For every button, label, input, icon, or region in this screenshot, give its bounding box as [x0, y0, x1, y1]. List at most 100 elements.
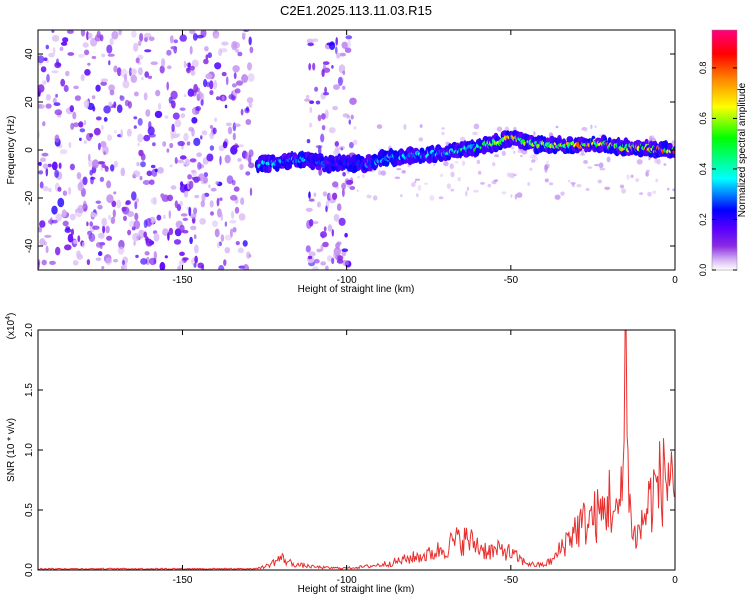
figure-title: C2E1.2025.113.11.03.R15 — [280, 3, 432, 18]
noise-blob — [148, 133, 156, 138]
noise-blob — [174, 157, 178, 164]
noise-blob — [57, 197, 65, 208]
noise-blob — [86, 259, 91, 266]
noise-blob — [245, 119, 252, 125]
noise-blob — [241, 32, 246, 37]
noise-blob — [160, 193, 165, 199]
noise-blob — [148, 121, 152, 130]
noise-blob — [83, 200, 87, 209]
noise-blob — [103, 151, 106, 156]
noise-blob — [45, 44, 49, 50]
noise-blob — [306, 219, 312, 229]
noise-blob — [109, 37, 114, 46]
noise-blob — [135, 254, 139, 258]
halo-blob — [450, 171, 455, 178]
noise-blob — [201, 193, 206, 202]
noise-blob — [174, 200, 179, 209]
noise-blob — [337, 255, 344, 261]
noise-blob — [189, 45, 193, 55]
halo-blob — [362, 174, 365, 179]
colorbar-ticks: 0.0 0.2 0.4 0.6 0.8 — [698, 62, 737, 276]
noise-blob — [104, 165, 109, 172]
noise-blob — [204, 46, 209, 52]
halo-blob — [440, 173, 444, 178]
noise-blob — [169, 142, 174, 149]
ridge-halo — [621, 150, 628, 157]
noise-blob — [110, 164, 115, 172]
noise-blob — [179, 251, 185, 256]
noise-blob — [136, 162, 140, 167]
noise-blob — [321, 125, 326, 131]
halo-blob — [472, 131, 478, 136]
noise-blob — [171, 100, 176, 109]
noise-blob — [67, 52, 75, 56]
noise-blob — [215, 181, 219, 185]
noise-blob — [190, 169, 197, 174]
noise-blob — [64, 228, 72, 233]
noise-blob — [137, 40, 142, 47]
noise-blob — [92, 225, 100, 230]
noise-blob — [350, 114, 354, 120]
halo-blob — [419, 124, 423, 128]
noise-blob — [336, 52, 341, 59]
ridge-halo — [648, 151, 654, 158]
noise-blob — [87, 32, 93, 39]
noise-blob — [308, 198, 315, 202]
noise-blob — [108, 214, 111, 220]
noise-blob — [191, 59, 199, 68]
x-tick-label: -150 — [172, 275, 192, 286]
noise-blob — [341, 41, 348, 49]
halo-blob — [403, 124, 407, 130]
halo-blob — [520, 154, 523, 158]
noise-blob — [132, 232, 140, 242]
noise-blob — [321, 113, 326, 120]
noise-blob — [72, 260, 79, 266]
halo-blob — [352, 139, 358, 145]
noise-blob — [166, 148, 170, 153]
noise-blob — [45, 167, 49, 177]
noise-blob — [194, 255, 198, 264]
noise-blob — [309, 100, 315, 104]
halo-blob — [533, 131, 536, 136]
noise-blob — [333, 213, 340, 222]
noise-blob — [334, 146, 339, 155]
halo-blob — [476, 159, 481, 165]
halo-blob — [396, 168, 402, 171]
noise-blob — [150, 164, 156, 169]
halo-blob — [555, 125, 559, 129]
halo-blob — [459, 136, 466, 142]
noise-blob — [41, 152, 49, 157]
noise-blob — [247, 73, 255, 82]
noise-blob — [224, 234, 232, 241]
noise-blob — [317, 114, 322, 122]
noise-blob — [227, 126, 233, 135]
noise-blob — [193, 207, 198, 215]
noise-blob — [170, 90, 178, 100]
noise-blob — [103, 105, 111, 114]
noise-blob — [51, 205, 58, 215]
noise-blob — [320, 231, 327, 238]
snr-y-scale-label: (x10 — [6, 319, 17, 339]
noise-blob — [333, 84, 340, 90]
noise-blob — [200, 99, 204, 106]
noise-blob — [338, 217, 346, 226]
noise-blob — [100, 167, 103, 171]
halo-blob — [401, 170, 406, 174]
noise-blob — [188, 206, 192, 217]
noise-blob — [347, 39, 351, 49]
noise-blob — [147, 75, 153, 80]
noise-blob — [172, 112, 180, 120]
halo-blob — [400, 194, 403, 198]
halo-blob — [560, 191, 565, 196]
noise-blob — [180, 113, 186, 119]
noise-blob — [69, 163, 75, 171]
y-tick-label: -20 — [24, 190, 35, 205]
noise-blob — [208, 184, 211, 189]
noise-blob — [196, 34, 204, 39]
ridge-halo — [324, 155, 328, 162]
noise-blob — [317, 201, 321, 208]
noise-blob — [216, 96, 220, 101]
noise-blob — [126, 211, 135, 217]
noise-blob — [124, 99, 130, 107]
noise-blob — [231, 83, 237, 88]
